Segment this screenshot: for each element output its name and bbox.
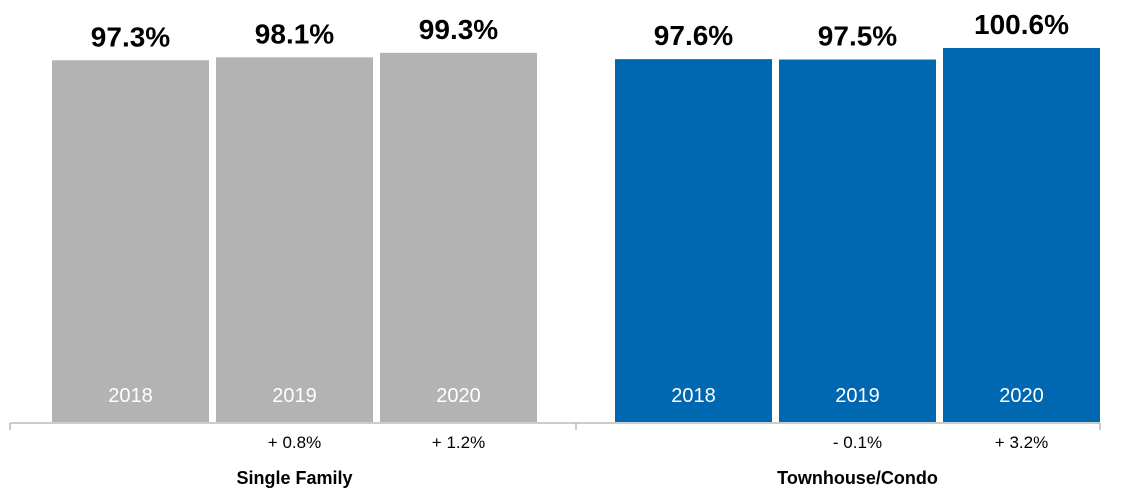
value-label: 97.5% [818,21,897,52]
category-label: 2019 [272,385,317,407]
value-label: 99.3% [419,14,498,45]
category-label: 2020 [999,385,1044,407]
bar [615,59,772,423]
bar [943,48,1100,422]
value-label: 98.1% [255,18,334,49]
change-label: + 0.8% [268,433,321,452]
group-label: Townhouse/Condo [777,468,938,488]
bar [779,59,936,423]
value-label: 100.6% [974,9,1069,40]
bar [380,52,537,422]
change-label: + 3.2% [995,433,1048,452]
bar [52,60,209,422]
value-label: 97.6% [654,20,733,51]
bar [216,57,373,422]
group-label: Single Family [236,468,352,488]
category-label: 2019 [835,385,880,407]
category-label: 2018 [108,385,153,407]
category-label: 2018 [671,385,716,407]
value-label: 97.3% [91,21,170,52]
category-label: 2020 [436,385,481,407]
change-label: + 1.2% [432,433,485,452]
change-label: - 0.1% [833,433,882,452]
